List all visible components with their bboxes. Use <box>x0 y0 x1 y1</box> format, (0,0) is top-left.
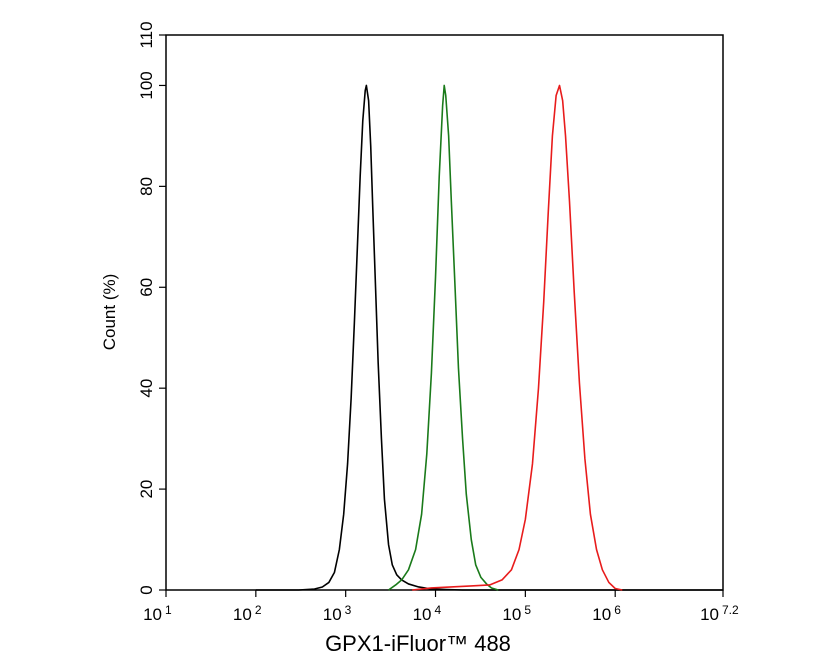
x-tick-label-exponent: 4 <box>435 603 442 617</box>
y-tick-label: 0 <box>137 585 156 594</box>
x-tick-label-base: 10 <box>502 605 521 624</box>
x-tick-label-exponent: 2 <box>255 603 262 617</box>
x-tick-label-base: 10 <box>700 605 719 624</box>
x-axis: 10 1 10 2 10 3 10 4 10 5 10 6 10 7.2 <box>143 590 739 624</box>
y-tick-label: 20 <box>137 480 156 499</box>
x-tick-label-base: 10 <box>143 605 162 624</box>
x-tick-label-exponent: 6 <box>614 603 621 617</box>
y-tick-label: 60 <box>137 278 156 297</box>
x-tick-label-base: 10 <box>233 605 252 624</box>
y-tick-label: 110 <box>137 21 156 48</box>
x-axis-title: GPX1-iFluor™ 488 <box>325 631 511 656</box>
y-tick-label: 80 <box>137 177 156 196</box>
x-tick-label-base: 10 <box>323 605 342 624</box>
y-axis-title: Count (%) <box>100 274 119 351</box>
x-tick-label-base: 10 <box>592 605 611 624</box>
x-tick-label-exponent: 3 <box>345 603 352 617</box>
x-tick-label-exponent: 1 <box>165 603 172 617</box>
plot-frame <box>165 34 724 591</box>
y-axis: 0 20 40 60 80 100 110 <box>137 21 166 595</box>
x-tick-label-exponent: 5 <box>524 603 531 617</box>
y-tick-label: 100 <box>137 71 156 99</box>
y-tick-label: 40 <box>137 379 156 398</box>
series-line-1 <box>255 84 724 591</box>
series-layer <box>255 84 724 591</box>
x-tick-label-base: 10 <box>413 605 432 624</box>
series-line-3 <box>412 84 623 591</box>
x-tick-label-exponent: 7.2 <box>722 603 739 617</box>
series-line-2 <box>388 84 499 591</box>
